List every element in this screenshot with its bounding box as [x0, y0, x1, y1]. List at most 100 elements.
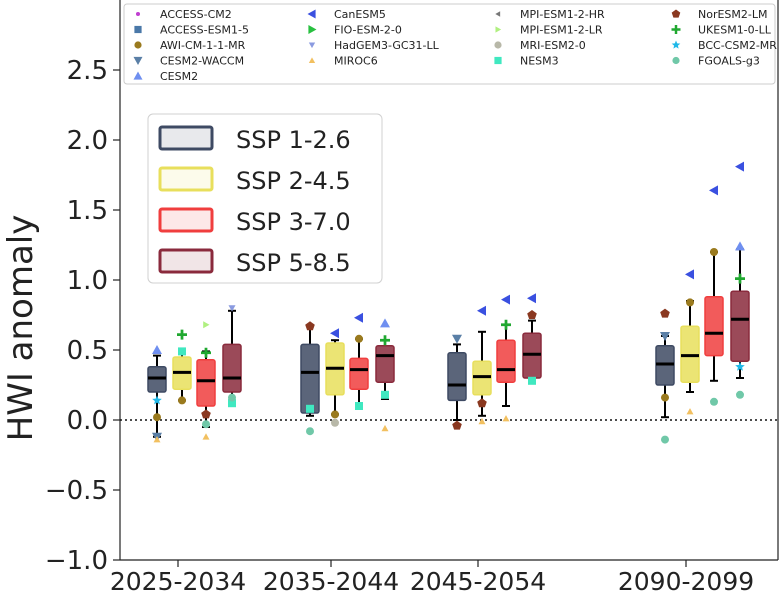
model-legend-label: NESM3	[520, 55, 559, 68]
point-noresm2-lm	[305, 321, 315, 331]
box-plots	[147, 248, 750, 438]
legend-marker-mri-esm2-0	[494, 41, 502, 49]
y-tick-label: 2.5	[67, 56, 108, 86]
legend-marker-mpi-esm1-2-hr	[495, 11, 501, 17]
point-cesm2	[380, 318, 390, 328]
legend-marker-noresm2-lm	[671, 9, 681, 18]
point-noresm2-lm	[452, 420, 462, 430]
legend-marker-fgoals-g3	[672, 56, 680, 65]
x-tick-label: 2025-2034	[110, 567, 246, 592]
point-awi-cm-1-1-mr	[355, 334, 363, 343]
box-body	[196, 359, 216, 407]
box-ssp-1-2.6-2035-2044	[300, 325, 320, 417]
scenario-legend-label: SSP 1-2.6	[236, 126, 351, 154]
model-legend-entry: MPI-ESM1-2-HR	[495, 8, 605, 21]
model-legend-entry: MPI-ESM1-2-LR	[495, 24, 603, 37]
model-legend-entry: FIO-ESM-2-0	[308, 24, 402, 37]
point-ukesm1-0-ll	[201, 347, 211, 358]
scenario-legend-entry: SSP 2-4.5	[158, 166, 351, 195]
model-legend-label: ACCESS-ESM1-5	[160, 24, 249, 37]
legend-marker-cesm2	[133, 71, 143, 80]
box-body	[349, 357, 369, 390]
y-tick-label: 2.0	[67, 126, 108, 156]
point-canesm5	[527, 293, 536, 304]
point-ukesm1-0-ll	[735, 273, 745, 284]
model-legend-label: BCC-CSM2-MR	[698, 39, 777, 52]
y-tick-label: −1.0	[45, 546, 108, 576]
model-legend-label: FIO-ESM-2-0	[334, 24, 402, 37]
point-cesm2	[152, 345, 162, 354]
model-legend-entry: ACCESS-CM2	[135, 8, 232, 21]
legend-marker-mpi-esm1-2-lr	[495, 26, 502, 33]
point-bcc-csm2-mr	[735, 361, 745, 371]
model-legend-entry: NESM3	[494, 55, 559, 68]
point-fgoals-g3	[710, 397, 718, 406]
box-body	[730, 290, 750, 362]
point-noresm2-lm	[527, 310, 537, 319]
model-legend-label: CESM2-WACCM	[160, 55, 244, 68]
point-miroc6	[202, 433, 210, 440]
model-legend-label: CESM2	[160, 70, 198, 83]
x-axis: 2025-2034 2035-2044 2045-2054 2090-2099	[110, 560, 754, 592]
point-awi-cm-1-1-mr	[331, 410, 339, 419]
point-mpi-esm1-2-lr	[203, 321, 210, 329]
y-tick-label: 1.0	[67, 266, 108, 296]
point-nesm3	[228, 399, 236, 408]
model-legend-entry: MIROC6	[308, 55, 378, 68]
legend-marker-cesm2-waccm	[133, 56, 143, 65]
model-legend-label: MRI-ESM2-0	[520, 39, 586, 52]
box-ssp-2-4.5-2025-2034	[172, 349, 192, 402]
x-tick-label: 2035-2044	[263, 567, 399, 592]
point-ukesm1-0-ll	[501, 319, 511, 330]
scenario-legend-swatch	[158, 166, 214, 192]
point-noresm2-lm	[660, 308, 670, 318]
box-body	[447, 352, 467, 402]
box-ssp-5-8.5-2025-2034	[222, 309, 242, 402]
box-ssp-2-4.5-2090-2099	[680, 300, 700, 393]
point-hadgem3-gc31-ll	[228, 305, 236, 312]
point-fgoals-g3	[736, 390, 744, 399]
box-ssp-3-7.0-2090-2099	[704, 251, 724, 382]
point-canesm5	[477, 305, 486, 316]
legend-marker-ukesm1-0-ll	[671, 25, 681, 34]
point-canesm5	[735, 161, 744, 172]
point-miroc6	[381, 424, 389, 432]
point-miroc6	[502, 415, 510, 422]
y-tick-label: −0.5	[45, 476, 108, 506]
model-legend-entry: NorESM2-LM	[671, 8, 768, 21]
model-legend-label: ACCESS-CM2	[160, 8, 232, 21]
model-legend-label: HadGEM3-GC31-LL	[334, 39, 440, 52]
box-ssp-2-4.5-2035-2044	[325, 339, 345, 416]
point-miroc6	[686, 408, 694, 415]
point-bcc-csm2-mr	[152, 395, 162, 405]
box-body	[222, 343, 242, 393]
model-legend-entry: CESM2	[133, 70, 198, 83]
scenario-legend-label: SSP 3-7.0	[236, 208, 351, 236]
box-ssp-5-8.5-2090-2099	[730, 248, 750, 379]
y-axis-label: HWI anomaly	[1, 215, 41, 442]
scenario-legend-label: SSP 2-4.5	[236, 167, 351, 195]
scenario-legend-swatch	[158, 125, 214, 151]
x-tick-label: 2090-2099	[618, 567, 754, 592]
scenario-legend: SSP 1-2.6 SSP 2-4.5 SSP 3-7.0 SSP 5-8.5	[147, 113, 383, 284]
legend-marker-miroc6	[308, 57, 316, 64]
box-ssp-5-8.5-2035-2044	[375, 339, 395, 400]
box-ssp-3-7.0-2035-2044	[349, 337, 369, 410]
legend-marker-hadgem3-gc31-ll	[308, 42, 316, 49]
point-nesm3	[178, 347, 186, 356]
y-tick-label: 0.0	[67, 406, 108, 436]
point-fgoals-g3	[228, 393, 236, 402]
model-points	[152, 161, 745, 444]
box-body	[704, 296, 724, 357]
point-fgoals-g3	[202, 420, 210, 429]
scenario-legend-entry: SSP 5-8.5	[158, 248, 351, 277]
legend-marker-awi-cm-1-1-mr	[134, 41, 142, 49]
legend-marker-access-cm2	[135, 11, 141, 17]
model-legend-label: AWI-CM-1-1-MR	[160, 39, 246, 52]
point-mri-esm2-0	[331, 418, 339, 427]
point-fgoals-g3	[306, 427, 314, 436]
scenario-legend-entry: SSP 3-7.0	[158, 207, 351, 236]
model-legend-label: MIROC6	[334, 55, 378, 68]
model-legend-entry: CanESM5	[307, 8, 386, 21]
point-awi-cm-1-1-mr	[153, 413, 161, 422]
